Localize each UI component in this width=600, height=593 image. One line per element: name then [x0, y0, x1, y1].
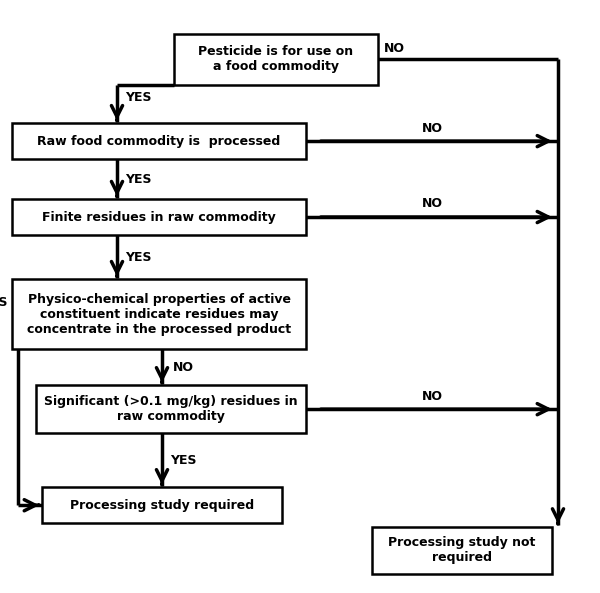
Text: NO: NO: [173, 361, 194, 374]
Text: Significant (>0.1 mg/kg) residues in
raw commodity: Significant (>0.1 mg/kg) residues in raw…: [44, 395, 298, 423]
FancyBboxPatch shape: [12, 199, 306, 235]
Text: Processing study required: Processing study required: [70, 499, 254, 512]
Text: NO: NO: [421, 122, 443, 135]
Text: Processing study not
required: Processing study not required: [388, 536, 536, 565]
FancyBboxPatch shape: [12, 279, 306, 349]
Text: YES: YES: [125, 173, 151, 186]
Text: Raw food commodity is  processed: Raw food commodity is processed: [37, 135, 281, 148]
FancyBboxPatch shape: [42, 487, 282, 523]
FancyBboxPatch shape: [174, 34, 378, 85]
Text: Physico-chemical properties of active
constituent indicate residues may
concentr: Physico-chemical properties of active co…: [27, 293, 291, 336]
Text: YES: YES: [170, 454, 196, 467]
Text: NO: NO: [421, 390, 443, 403]
Text: YES: YES: [125, 251, 151, 263]
Text: Finite residues in raw commodity: Finite residues in raw commodity: [42, 211, 276, 224]
Text: Pesticide is for use on
a food commodity: Pesticide is for use on a food commodity: [199, 45, 353, 74]
Text: YES: YES: [125, 91, 151, 104]
FancyBboxPatch shape: [12, 123, 306, 159]
Text: YES: YES: [0, 296, 7, 309]
Text: NO: NO: [421, 197, 443, 211]
FancyBboxPatch shape: [36, 385, 306, 433]
Text: NO: NO: [385, 42, 406, 55]
FancyBboxPatch shape: [372, 527, 552, 574]
